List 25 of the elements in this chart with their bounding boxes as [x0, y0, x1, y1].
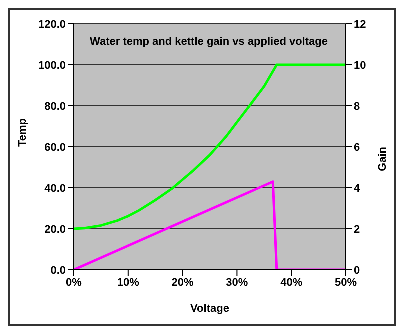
y2-tick-label: 4 — [354, 182, 361, 195]
x-tick-label: 10% — [117, 276, 140, 289]
y2-tick-label: 0 — [354, 264, 360, 277]
y-tick-label: 40.0 — [44, 182, 66, 195]
y2-tick-label: 8 — [354, 100, 360, 113]
y-tick-label: 60.0 — [44, 142, 66, 154]
y2-tick-label: 6 — [354, 142, 360, 154]
x-tick-label: 50% — [334, 276, 358, 289]
y2-tick-label: 10 — [354, 60, 366, 72]
x-tick-label: 0% — [66, 276, 82, 289]
y-tick-label: 20.0 — [44, 224, 66, 236]
x-tick-label: 40% — [280, 276, 303, 289]
y-tick-label: 100.0 — [38, 60, 66, 72]
y-axis-title: Temp — [16, 118, 29, 147]
line-series — [74, 64, 346, 230]
text: Water temp and kettle gain vs applied voltage — [90, 36, 328, 48]
y-tick-label: 120.0 — [38, 18, 66, 31]
y-tick-label: 80.0 — [44, 100, 66, 113]
y-tick-label: 0.0 — [50, 264, 66, 277]
y2-tick-label: 12 — [354, 18, 366, 31]
y2-axis-title: Gain — [376, 146, 389, 172]
x-axis-title: Voltage — [190, 303, 230, 315]
x-tick-label: 20% — [172, 276, 194, 289]
y2-tick-label: 2 — [354, 224, 360, 236]
x-tick-label: 30% — [226, 276, 248, 289]
